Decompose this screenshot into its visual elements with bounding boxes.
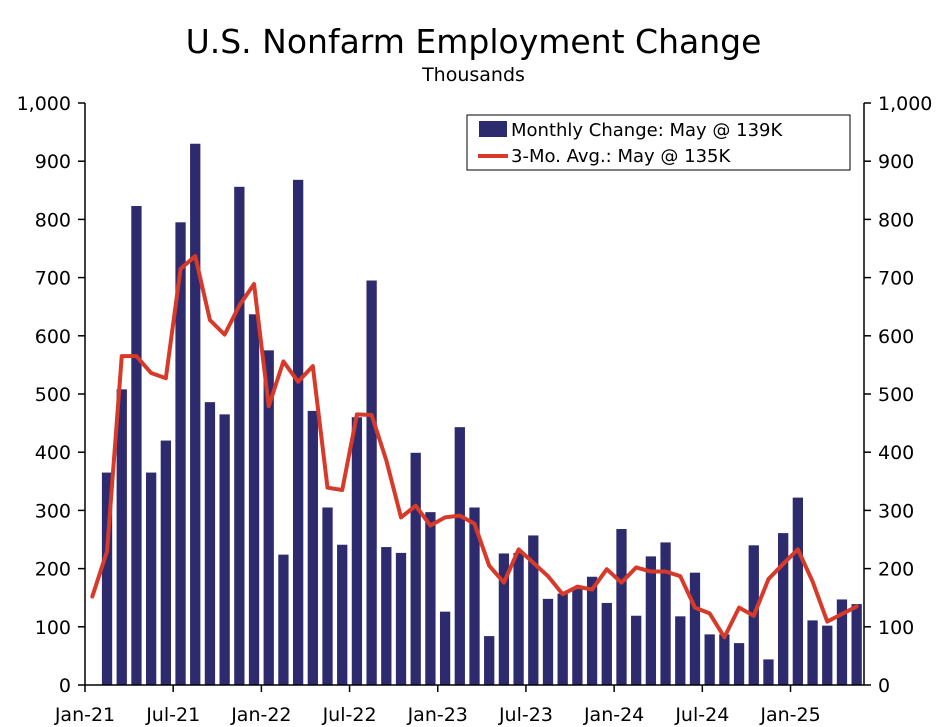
- x-tick-label: Jan-23: [407, 704, 468, 726]
- y-tick-label-right: 600: [878, 326, 914, 348]
- bar: [307, 410, 318, 685]
- y-tick-label-left: 200: [35, 559, 71, 581]
- bar: [557, 593, 568, 685]
- bar: [792, 497, 803, 685]
- bar: [160, 440, 171, 685]
- bar: [484, 636, 495, 685]
- bar: [763, 659, 774, 685]
- x-tick-label: Jan-25: [759, 704, 820, 726]
- bar: [425, 512, 436, 685]
- bar: [660, 542, 671, 685]
- y-tick-label-right: 700: [878, 268, 914, 290]
- bar: [454, 427, 465, 685]
- bar: [410, 452, 421, 685]
- y-tick-label-right: 500: [878, 384, 914, 406]
- bar: [586, 576, 598, 685]
- y-tick-label-left: 900: [35, 151, 71, 173]
- bar: [498, 553, 510, 685]
- bar: [807, 620, 818, 685]
- bar: [704, 634, 715, 685]
- bar: [469, 507, 480, 685]
- bar: [542, 598, 554, 685]
- bar: [190, 143, 201, 686]
- x-tick-label: Jul-21: [145, 704, 200, 726]
- bar: [601, 602, 612, 685]
- y-tick-label-right: 200: [878, 559, 914, 581]
- bar: [219, 414, 230, 685]
- series-line-3mo-avg: [90, 254, 859, 640]
- x-tick-label: Jul-22: [322, 704, 377, 726]
- bar: [822, 625, 833, 685]
- chart-title: U.S. Nonfarm Employment Change: [185, 22, 762, 61]
- bar: [146, 472, 157, 685]
- y-tick-label-left: 500: [35, 384, 71, 406]
- legend-label-line: 3-Mo. Avg.: May @ 135K: [511, 146, 731, 167]
- legend-label-bars: Monthly Change: May @ 139K: [511, 120, 784, 141]
- x-tick-label: Jan-24: [583, 704, 644, 726]
- axes-layer: 0 0 100 100 200 200 300 300 400 400 500 500 600 600 70…: [17, 93, 933, 726]
- bar: [116, 389, 127, 685]
- y-tick-label-right: 0: [878, 675, 890, 697]
- bar: [131, 206, 142, 685]
- x-tick-label: Jan-22: [230, 704, 291, 726]
- bars-layer: [101, 143, 862, 686]
- bar: [292, 179, 304, 685]
- y-tick-label-left: 700: [35, 268, 71, 290]
- bar: [733, 643, 745, 685]
- bar: [322, 507, 333, 685]
- bar: [101, 472, 113, 685]
- bar: [395, 552, 407, 685]
- bar: [278, 554, 289, 685]
- bar: [439, 611, 451, 685]
- bar: [381, 547, 392, 685]
- bar: [719, 634, 730, 685]
- y-tick-label-left: 100: [35, 617, 71, 639]
- bar: [572, 588, 583, 685]
- x-tick-label: Jul-23: [498, 704, 553, 726]
- legend-swatch-bars: [479, 121, 507, 137]
- bar: [366, 280, 377, 685]
- legend: Monthly Change: May @ 139K 3-Mo. Avg.: M…: [466, 114, 851, 171]
- line-layer: [90, 254, 859, 640]
- bar: [351, 417, 363, 685]
- y-tick-label-right: 800: [878, 209, 914, 231]
- y-tick-label-left: 600: [35, 326, 71, 348]
- y-tick-label-left: 800: [35, 209, 71, 231]
- bar: [645, 556, 657, 685]
- bar: [778, 533, 789, 685]
- bar: [616, 529, 627, 685]
- bar: [175, 222, 186, 685]
- bar: [689, 572, 701, 685]
- y-tick-label-left: 0: [59, 675, 71, 697]
- bar: [263, 350, 274, 685]
- bar: [248, 314, 260, 685]
- bar: [631, 615, 642, 685]
- y-tick-label-left: 400: [35, 442, 71, 464]
- y-tick-label-right: 300: [878, 500, 914, 522]
- bar: [234, 186, 245, 685]
- bar: [675, 616, 686, 685]
- legend-box: [466, 114, 851, 171]
- bar: [337, 544, 348, 685]
- bar: [836, 599, 848, 685]
- bar: [528, 535, 539, 685]
- bar: [204, 402, 216, 685]
- y-tick-label-left: 1,000: [17, 93, 71, 115]
- x-tick-label: Jul-24: [674, 704, 729, 726]
- y-tick-label-right: 400: [878, 442, 914, 464]
- y-tick-label-right: 100: [878, 617, 914, 639]
- bar: [513, 552, 524, 685]
- chart-subtitle: Thousands: [422, 64, 525, 86]
- x-tick-label: Jan-21: [54, 704, 115, 726]
- y-tick-label-right: 1,000: [878, 93, 932, 115]
- y-tick-label-right: 900: [878, 151, 914, 173]
- bar: [851, 604, 862, 685]
- y-tick-label-left: 300: [35, 500, 71, 522]
